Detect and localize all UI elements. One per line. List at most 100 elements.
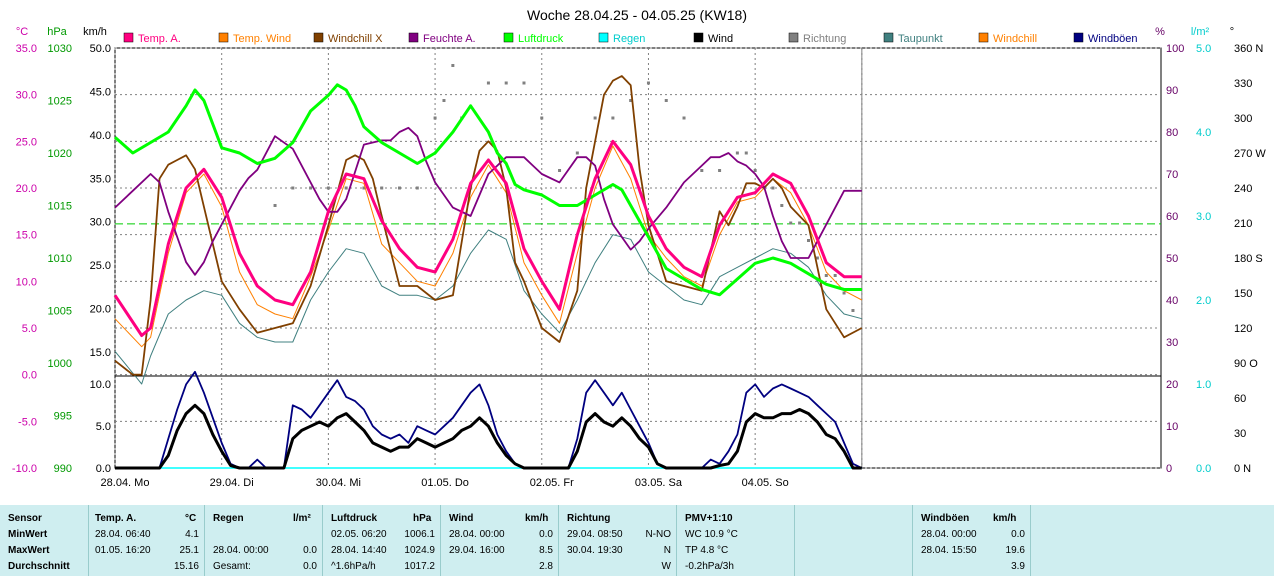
legend-swatch: [693, 32, 704, 43]
series-humidity-line: [114, 126, 862, 276]
rain-axis-unit: l/m²: [1191, 26, 1210, 38]
series-temp-wind-line: [114, 145, 863, 348]
series-wind-line: [115, 403, 862, 470]
direction-point: [380, 186, 384, 190]
legend-swatch: [883, 32, 894, 43]
humidity-tick-label: 50: [1166, 253, 1178, 265]
stats-gusts-min-time: 28.04. 00:00: [921, 529, 977, 540]
wind-tick-label: 0.0: [96, 463, 111, 475]
direction-axis-unit: °: [1230, 26, 1234, 38]
stats-temp-min-val: 4.1: [185, 529, 199, 540]
rain-tick-label: 0.0: [1196, 463, 1211, 475]
direction-point: [718, 169, 722, 172]
stats-wind-avg-val: 2.8: [539, 561, 553, 572]
stats-rain-header: Regen: [213, 513, 244, 524]
stats-pressure-trend: ^1.6hPa/h: [331, 561, 376, 572]
direction-point: [664, 99, 668, 102]
day-label: 03.05. Sa: [635, 477, 683, 489]
legend-swatch: [1073, 32, 1084, 43]
direction-point: [629, 99, 633, 102]
direction-point: [593, 116, 597, 120]
day-label: 02.05. Fr: [530, 477, 574, 489]
wind-tick-label: 35.0: [90, 173, 111, 185]
legend-swatch: [123, 32, 134, 43]
stats-wind-min-time: 28.04. 00:00: [449, 529, 505, 540]
pressure-tick-label: 1030: [48, 43, 72, 55]
stats-col-wind: Wind km/h 28.04. 00:00 0.0 29.04. 16:00 …: [440, 505, 559, 576]
temp-tick-label: 20.0: [16, 183, 37, 195]
direction-point: [504, 81, 508, 85]
stats-gusts-min-val: 0.0: [1011, 529, 1025, 540]
stats-temp-max-val: 25.1: [179, 545, 199, 556]
legend-label: Taupunkt: [898, 33, 943, 45]
direction-point: [575, 151, 579, 155]
direction-point: [833, 274, 837, 277]
humidity-tick-label: 90: [1166, 85, 1178, 97]
legend-swatch: [503, 32, 514, 43]
direction-point: [700, 169, 704, 172]
direction-point: [851, 309, 855, 312]
stats-col-empty: [794, 505, 913, 576]
right-axes: 10090807060504030201005.04.03.02.01.00.0…: [1166, 43, 1266, 475]
stats-row-avg: Durchschnitt: [8, 561, 70, 572]
direction-point: [771, 186, 775, 190]
legend-label: Temp. A.: [138, 33, 181, 45]
legend-swatch: [788, 32, 799, 43]
series-temp-line: [113, 139, 862, 337]
stats-col-gusts: Windböen km/h 28.04. 00:00 0.0 28.04. 15…: [912, 505, 1031, 576]
stats-direction-max-val: N: [663, 545, 671, 556]
direction-point: [309, 186, 313, 190]
stats-gusts-avg-val: 3.9: [1011, 561, 1025, 572]
stats-temp-max-time: 01.05. 16:20: [95, 545, 151, 556]
stats-direction-avg-val: W: [661, 561, 671, 572]
direction-point: [442, 99, 446, 102]
legend-label: Richtung: [803, 33, 846, 45]
temp-axis-unit: °C: [16, 26, 28, 38]
wind-tick-label: 50.0: [90, 43, 111, 55]
direction-point: [486, 81, 490, 85]
series-layer: [113, 64, 863, 470]
day-label: 01.05. Do: [421, 477, 469, 489]
series-windchill-x-line: [114, 75, 863, 376]
pressure-tick-label: 1015: [48, 201, 72, 213]
direction-point: [611, 116, 615, 120]
pressure-tick-label: 1020: [48, 148, 72, 160]
legend-label: Windböen: [1088, 33, 1138, 45]
humidity-tick-label: 100: [1166, 43, 1184, 55]
stats-wind-max-time: 29.04. 16:00: [449, 545, 505, 556]
humidity-tick-label: 70: [1166, 169, 1178, 181]
day-label: 04.05. So: [742, 477, 789, 489]
direction-point: [815, 256, 819, 260]
direction-point: [682, 116, 686, 120]
direction-tick-label: 120: [1234, 323, 1252, 335]
series-pressure-line: [114, 83, 862, 297]
plot-area: [114, 47, 1162, 469]
direction-tick-label: 240: [1234, 183, 1252, 195]
weather-chart: 35.0 30.0 25.0 20.0 15.0 10.0 5.0 0.0 -5.0 -10.0 1…: [12, 7, 1266, 489]
stats-col-pressure: Luftdruck hPa 02.05. 06:20 1006.1 28.04.…: [322, 505, 441, 576]
legend-label: Windchill X: [328, 33, 383, 45]
legend-swatch: [313, 32, 324, 43]
stats-col-direction: Richtung 29.04. 08:50 N-NO 30.04. 19:30 …: [558, 505, 677, 576]
day-label: 29.04. Di: [210, 477, 254, 489]
direction-point: [451, 64, 455, 67]
direction-point: [433, 116, 437, 120]
stats-rain-max-time: 28.04. 00:00: [213, 545, 269, 556]
humidity-tick-label: 10: [1166, 421, 1178, 433]
direction-point: [398, 186, 402, 190]
direction-point: [415, 186, 419, 190]
rain-tick-label: 1.0: [1196, 379, 1211, 391]
stats-pmv-line2: TP 4.8 °C: [685, 545, 729, 556]
rain-tick-label: 2.0: [1196, 295, 1211, 307]
direction-tick-label: 360 N: [1234, 43, 1263, 55]
temp-tick-label: 0.0: [22, 370, 37, 382]
stats-col-temp: Temp. A. °C 28.04. 06:40 4.1 01.05. 16:2…: [88, 505, 205, 576]
direction-tick-label: 0 N: [1234, 463, 1251, 475]
stats-pressure-max-time: 28.04. 14:40: [331, 545, 387, 556]
pressure-tick-label: 1025: [48, 96, 72, 108]
left-axes: 35.0 30.0 25.0 20.0 15.0 10.0 5.0 0.0 -5.0 -10.0 1…: [12, 43, 111, 475]
legend-swatch: [408, 32, 419, 43]
wind-tick-label: 45.0: [90, 86, 111, 98]
wind-tick-label: 25.0: [90, 260, 111, 272]
stats-rain-total-val: 0.0: [303, 561, 317, 572]
